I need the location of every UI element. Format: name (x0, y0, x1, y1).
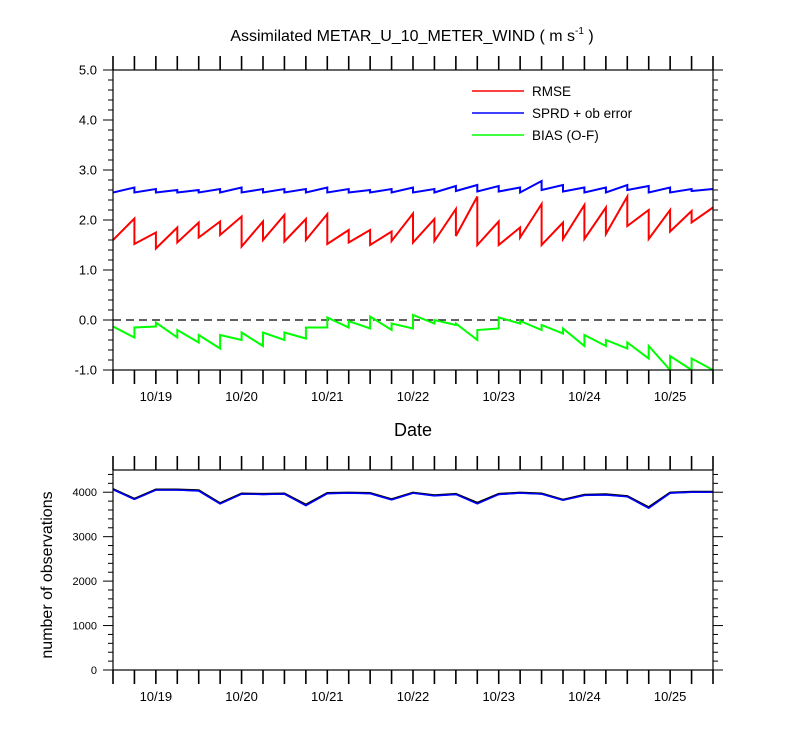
x-tick-label: 10/22 (397, 689, 430, 704)
y-tick-label: 5.0 (79, 63, 97, 78)
y-axis-label: number of observations (39, 491, 56, 658)
legend: RMSE SPRD + ob error BIAS (O-F) (472, 84, 633, 143)
x-tick-label: 10/21 (311, 689, 344, 704)
y-tick-label: -1.0 (75, 363, 97, 378)
series-bias-o-f (113, 313, 713, 370)
series-sprd-ob-error (113, 179, 713, 195)
y-tick-label: 2.0 (79, 213, 97, 228)
obs-count-line (113, 488, 713, 509)
top-plot-frame (112, 69, 714, 371)
y-tick-label: 4000 (73, 487, 97, 499)
y-tick-label: 0.0 (79, 313, 97, 328)
series-line (113, 192, 713, 251)
x-tick-label: 10/19 (140, 389, 173, 404)
chart-title-superscript: -1 (575, 26, 584, 37)
obs-count-line (113, 488, 713, 510)
y-tick-label: 4.0 (79, 113, 97, 128)
x-tick-label: 10/25 (654, 689, 687, 704)
x-tick-label: 10/24 (568, 689, 601, 704)
y-tick-label: 3.0 (79, 163, 97, 178)
series-line (113, 179, 713, 195)
x-tick-label: 10/23 (482, 689, 515, 704)
legend-entry: SPRD + ob error (472, 106, 633, 121)
legend-label: SPRD + ob error (532, 106, 633, 121)
legend-entry: BIAS (O-F) (472, 128, 599, 143)
y-tick-label: 2000 (73, 576, 97, 588)
y-tick-label: 1.0 (79, 263, 97, 278)
x-tick-label: 10/20 (225, 689, 258, 704)
chart-title-main: Assimilated METAR_U_10_METER_WIND ( m s (230, 28, 575, 45)
x-tick-label: 10/23 (482, 389, 515, 404)
x-tick-label: 10/24 (568, 389, 601, 404)
y-tick-label: 3000 (73, 532, 97, 544)
x-tick-label: 10/25 (654, 389, 687, 404)
series-rmse (113, 192, 713, 251)
x-tick-label: 10/20 (225, 389, 258, 404)
legend-label: BIAS (O-F) (532, 128, 599, 143)
x-tick-label: 10/19 (140, 689, 173, 704)
top-chart: Assimilated METAR_U_10_METER_WIND ( m s-… (75, 26, 723, 440)
y-tick-label: 1000 (73, 621, 97, 633)
chart-title: Assimilated METAR_U_10_METER_WIND ( m s-… (230, 26, 593, 45)
legend-entry: RMSE (472, 84, 571, 99)
legend-label: RMSE (532, 84, 571, 99)
bottom-chart: 4000 3000 2000 1000 0 10/19 10/20 10/21 10/22 10/… (39, 456, 723, 704)
chart-title-end: ) (584, 28, 594, 45)
x-axis-label: Date (394, 420, 432, 440)
bottom-plot-frame (112, 469, 714, 671)
series-line (113, 313, 713, 370)
y-tick-label: 0 (91, 665, 97, 677)
x-tick-label: 10/21 (311, 389, 344, 404)
x-tick-label: 10/22 (397, 389, 430, 404)
